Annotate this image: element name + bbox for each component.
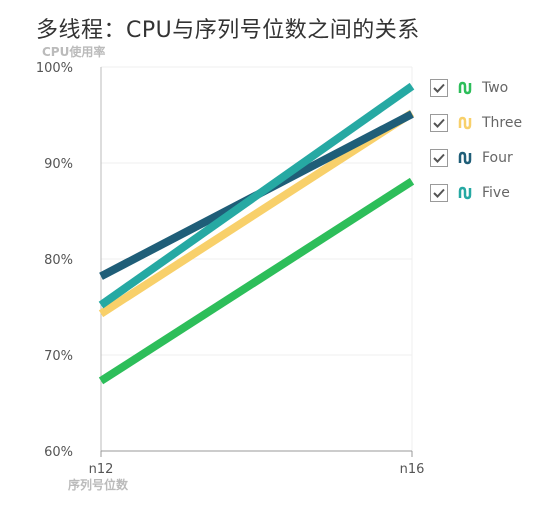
chart-title: 多线程：CPU与序列号位数之间的关系	[36, 18, 420, 43]
checkbox-icon[interactable]	[430, 184, 448, 202]
series-line-five	[98, 82, 415, 309]
legend-label: Four	[482, 150, 513, 166]
legend-item-two[interactable]: Two	[430, 78, 522, 98]
legend-item-four[interactable]: Four	[430, 148, 522, 168]
legend-label: Five	[482, 185, 510, 201]
line-series-icon	[458, 151, 472, 165]
legend-item-three[interactable]: Three	[430, 113, 522, 133]
legend-item-five[interactable]: Five	[430, 183, 522, 203]
series-line-three	[98, 109, 415, 318]
x-tick-label: n16	[400, 462, 425, 477]
x-axis-title: 序列号位数	[68, 477, 129, 492]
y-tick-label: 100%	[36, 61, 73, 76]
checkbox-icon[interactable]	[430, 79, 448, 97]
y-tick-label: 90%	[44, 157, 73, 172]
y-axis-title: CPU使用率	[42, 44, 105, 59]
line-series-icon	[458, 116, 472, 130]
checkbox-icon[interactable]	[430, 149, 448, 167]
line-series-icon	[458, 186, 472, 200]
legend: Two Three Four Five	[430, 78, 522, 218]
x-tick-label: n12	[89, 462, 114, 477]
y-tick-label: 60%	[44, 445, 73, 460]
legend-label: Two	[482, 80, 509, 96]
legend-label: Three	[482, 115, 523, 131]
y-tick-label: 80%	[44, 253, 73, 268]
line-series-icon	[458, 81, 472, 95]
checkbox-icon[interactable]	[430, 114, 448, 132]
y-tick-label: 70%	[44, 349, 73, 364]
series-line-two	[98, 177, 415, 385]
